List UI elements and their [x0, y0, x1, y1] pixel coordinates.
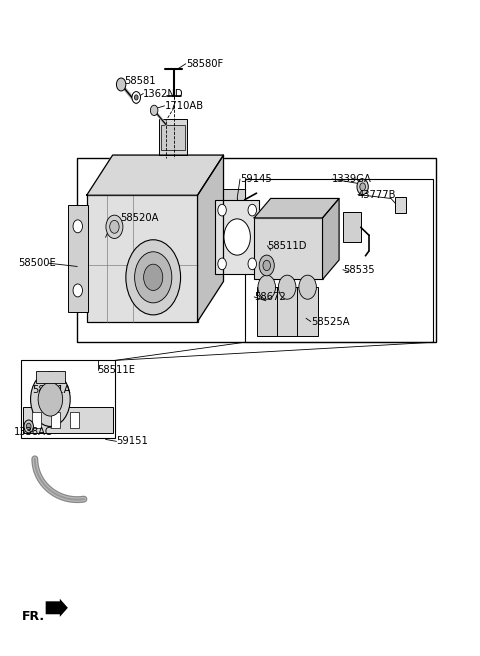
Bar: [87, 195, 198, 321]
Circle shape: [24, 420, 34, 433]
Circle shape: [73, 284, 83, 297]
Text: 58531A: 58531A: [33, 384, 71, 394]
Bar: [23, 407, 113, 433]
Circle shape: [360, 183, 365, 191]
Circle shape: [73, 220, 83, 233]
Bar: [298, 287, 318, 336]
Bar: [21, 360, 115, 438]
Circle shape: [299, 275, 316, 299]
Circle shape: [106, 215, 123, 239]
Text: 58511D: 58511D: [267, 241, 307, 251]
Bar: [161, 125, 185, 150]
Polygon shape: [198, 155, 224, 321]
Circle shape: [259, 255, 274, 276]
Circle shape: [31, 372, 70, 426]
Text: 58511E: 58511E: [97, 365, 135, 375]
Text: 59145: 59145: [240, 174, 272, 184]
Bar: [395, 197, 407, 213]
Text: 1362ND: 1362ND: [144, 89, 184, 98]
Bar: [216, 200, 259, 274]
Text: 58581: 58581: [124, 75, 156, 85]
Text: 58535: 58535: [343, 265, 374, 275]
Bar: [33, 412, 41, 428]
Bar: [159, 119, 187, 155]
Circle shape: [117, 78, 126, 91]
Text: FR.: FR.: [22, 609, 45, 623]
Circle shape: [248, 258, 256, 270]
Circle shape: [258, 275, 276, 299]
Circle shape: [110, 220, 119, 234]
Bar: [245, 179, 433, 342]
Polygon shape: [46, 599, 68, 617]
Circle shape: [144, 264, 163, 291]
Polygon shape: [254, 199, 339, 218]
Circle shape: [218, 258, 227, 270]
Bar: [70, 412, 79, 428]
Bar: [256, 287, 277, 336]
Bar: [254, 218, 323, 279]
Bar: [68, 205, 88, 312]
Circle shape: [224, 219, 251, 255]
Circle shape: [218, 204, 227, 216]
Text: 58672: 58672: [254, 292, 286, 302]
Circle shape: [134, 95, 138, 100]
Circle shape: [357, 179, 368, 195]
Polygon shape: [323, 199, 339, 279]
Circle shape: [248, 204, 256, 216]
Bar: [224, 190, 245, 203]
Text: 1710AB: 1710AB: [165, 101, 204, 111]
Circle shape: [150, 105, 158, 115]
Bar: [77, 157, 436, 342]
Circle shape: [263, 260, 271, 271]
Circle shape: [38, 382, 63, 416]
Text: 58525A: 58525A: [311, 317, 349, 327]
Text: 58500E: 58500E: [18, 258, 56, 268]
Circle shape: [134, 252, 172, 303]
Bar: [277, 287, 298, 336]
Text: 59151: 59151: [117, 436, 148, 446]
Circle shape: [278, 275, 296, 299]
Bar: [36, 371, 64, 383]
Text: 1339GA: 1339GA: [332, 174, 372, 184]
Bar: [51, 412, 60, 428]
Text: 58580F: 58580F: [186, 59, 223, 69]
Polygon shape: [87, 155, 224, 195]
Text: 43777B: 43777B: [358, 190, 396, 199]
Text: 58520A: 58520A: [120, 213, 158, 223]
Circle shape: [26, 423, 31, 430]
Circle shape: [126, 239, 180, 315]
Text: 1338AC: 1338AC: [13, 426, 52, 437]
Bar: [343, 213, 361, 241]
Circle shape: [132, 92, 141, 103]
